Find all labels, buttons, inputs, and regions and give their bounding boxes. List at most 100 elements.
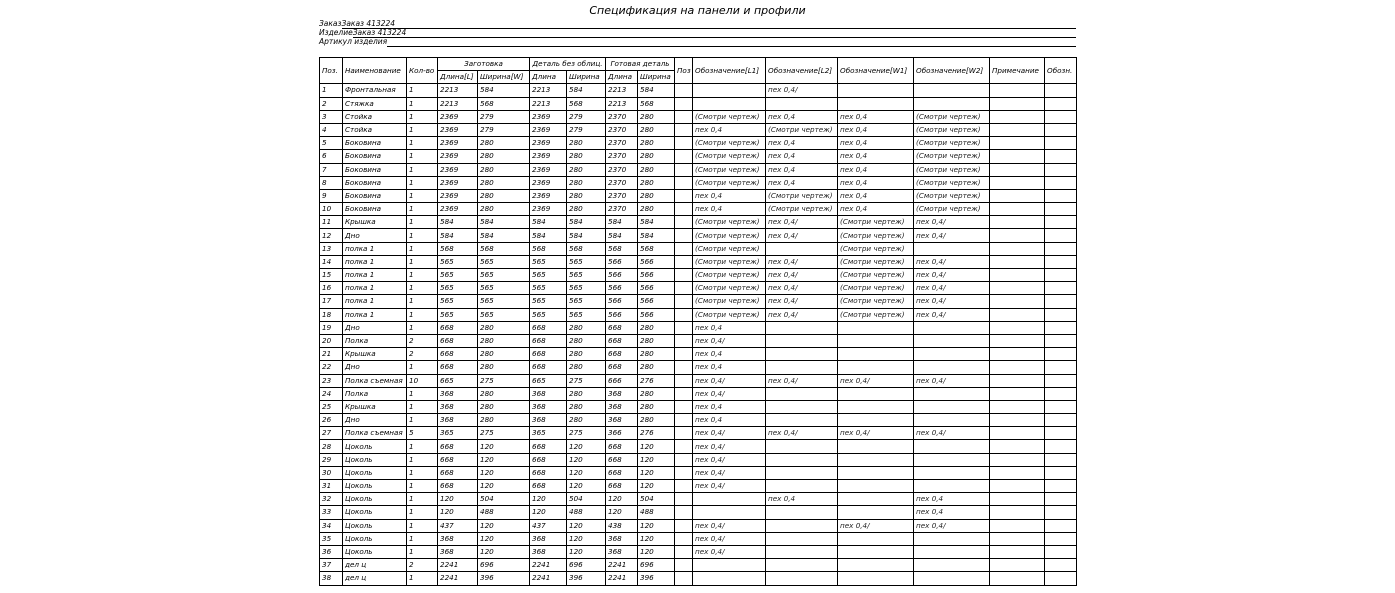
cell-w1: пех 0,4/ [837,373,915,388]
cell-l2: пех 0,4/ [765,254,839,270]
cell-poz [674,136,694,151]
cell-l2: пех 0,4 [765,149,839,164]
cell-detail-width: 280 [566,333,607,349]
cell-blank-width: 280 [476,413,531,428]
cell-detail-width: 275 [566,373,607,388]
cell-oboz [1044,175,1078,190]
cell-finished-width: 584 [637,83,676,98]
cell-qty: 2 [406,333,438,349]
col-finished-length: Длина [605,70,639,85]
cell-pos: 15 [319,267,343,283]
cell-name: дел ц [342,558,407,573]
cell-detail-width: 696 [566,558,607,573]
cell-l2: пех 0,4 [765,492,839,507]
cell-l2: пех 0,4/ [765,267,839,283]
cell-w1: пех 0,4 [837,136,915,151]
cell-note [989,478,1046,494]
cell-w2: (Смотри чертеж) [913,175,991,190]
col-blank-width: Ширина[W] [476,70,531,85]
cell-poz [674,386,694,401]
col-l1: Обозначение[L1] [692,56,767,85]
table-row: 22 Дно 1 668 280 668 280 668 280 пех 0,4 [319,360,1078,375]
cell-name: Полка съемная [342,373,407,388]
cell-name: Полка [342,386,407,401]
cell-oboz [1044,518,1078,533]
cell-detail-length: 668 [529,465,568,481]
cell-finished-width: 566 [637,254,676,270]
cell-w1: пех 0,4 [837,188,915,204]
cell-detail-width: 280 [566,149,607,164]
order-line: Заказ Заказ 413224 [319,20,1076,29]
table-row: 16 полка 1 1 565 565 565 565 566 566 (Смотри черт… [319,281,1078,296]
cell-detail-length: 368 [529,399,568,415]
cell-detail-length: 437 [529,518,568,533]
cell-l1: пех 0,4/ [692,439,767,454]
cell-finished-length: 2213 [605,96,639,111]
cell-finished-length: 668 [605,347,639,362]
cell-blank-length: 584 [437,228,478,243]
product-value: Заказ 413224 [352,29,1076,38]
cell-detail-width: 120 [566,544,607,560]
cell-detail-length: 665 [529,373,568,388]
table-row: 27 Полка съемная 5 365 275 365 275 366 276 пех 0,… [319,426,1078,441]
page-title: Спецификация на панели и профили [589,4,806,17]
cell-blank-width: 279 [476,109,531,124]
cell-blank-width: 584 [476,83,531,98]
table-row: 25 Крышка 1 368 280 368 280 368 280 пех 0,4 [319,399,1078,415]
cell-w1: пех 0,4/ [837,426,915,441]
cell-poz [674,518,694,533]
cell-w1 [837,413,915,428]
table-row: 9 Боковина 1 2369 280 2369 280 2370 280 пех 0,4 (С… [319,188,1078,204]
table-row: 13 полка 1 1 568 568 568 568 568 568 (Смотри черт… [319,241,1078,256]
cell-w2 [913,439,991,454]
cell-note [989,83,1046,98]
col-finished-width: Ширина [637,70,676,85]
cell-blank-length: 368 [437,399,478,415]
cell-finished-length: 120 [605,492,639,507]
cell-pos: 6 [319,149,343,164]
header-row-2: Длина[L] Ширина[W] Длина Ширина Длина Ши… [320,70,1077,85]
cell-qty: 1 [406,307,438,322]
cell-blank-length: 368 [437,386,478,401]
cell-l1: пех 0,4/ [692,518,767,533]
article-value [387,38,1076,47]
cell-note [989,373,1046,388]
cell-blank-width: 568 [476,241,531,256]
cell-blank-length: 668 [437,439,478,454]
cell-detail-width: 275 [566,426,607,441]
table-row: 26 Дно 1 368 280 368 280 368 280 пех 0,4 [319,413,1078,428]
cell-l2: пех 0,4/ [765,215,839,230]
cell-name: Крышка [342,399,407,415]
cell-qty: 1 [406,399,438,415]
cell-finished-width: 280 [637,136,676,151]
cell-finished-width: 568 [637,96,676,111]
cell-l1: (Смотри чертеж) [692,149,767,164]
cell-l1: пех 0,4/ [692,426,767,441]
cell-oboz [1044,294,1078,309]
cell-w2: пех 0,4/ [913,373,991,388]
cell-blank-width: 504 [476,492,531,507]
cell-oboz [1044,320,1078,335]
cell-l1 [692,505,767,520]
col-group-detail: Деталь без облиц. [529,56,607,72]
cell-blank-length: 368 [437,544,478,560]
cell-blank-width: 280 [476,162,531,177]
cell-qty: 1 [406,478,438,494]
cell-poz [674,373,694,388]
cell-finished-width: 696 [637,558,676,573]
cell-blank-width: 280 [476,202,531,217]
cell-l1: пех 0,4 [692,347,767,362]
cell-name: полка 1 [342,254,407,270]
cell-finished-length: 2370 [605,175,639,190]
cell-detail-length: 2369 [529,122,568,138]
cell-detail-width: 280 [566,162,607,177]
cell-l1: пех 0,4/ [692,386,767,401]
cell-blank-width: 696 [476,558,531,573]
cell-poz [674,399,694,415]
cell-l2: пех 0,4/ [765,83,839,98]
cell-blank-length: 584 [437,215,478,230]
cell-w1: (Смотри чертеж) [837,294,915,309]
cell-name: Дно [342,360,407,375]
cell-name: Боковина [342,149,407,164]
table-row: 15 полка 1 1 565 565 565 565 566 566 (Смотри черт… [319,267,1078,283]
